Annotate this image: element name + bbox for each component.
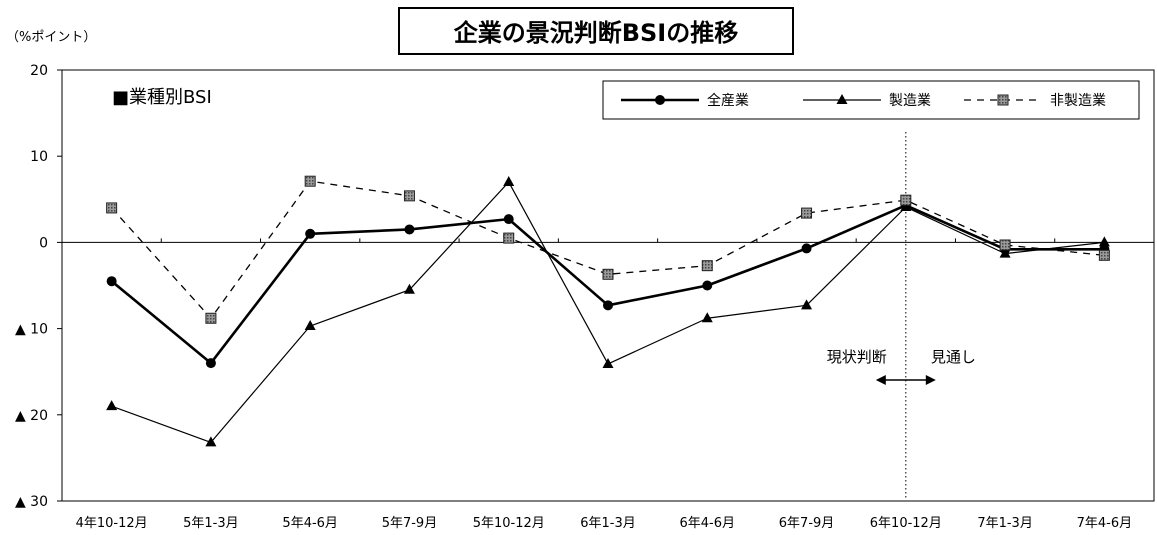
data-point-triangle-marker [106, 400, 118, 411]
data-point-square-marker [801, 207, 813, 219]
divider-arrow-right-head [925, 375, 936, 385]
data-point-circle-marker [106, 276, 117, 287]
series-line-all-industries [110, 204, 1105, 365]
data-point-triangle-marker [801, 299, 813, 310]
data-point-square-marker [900, 194, 912, 206]
data-point-square-marker [999, 239, 1011, 251]
y-tick-label: 10 [30, 149, 48, 165]
legend-triangle-marker [836, 94, 848, 104]
data-point-circle-marker [205, 358, 216, 369]
series-line-non-manufacturing [111, 180, 1105, 319]
legend-label: 製造業 [889, 93, 931, 109]
data-point-triangle-marker [304, 320, 316, 331]
data-point-square-marker [304, 175, 316, 187]
data-point-triangle-marker [403, 283, 415, 294]
legend-label: 全産業 [707, 92, 749, 109]
legend-item-all-industries: 全産業 [621, 92, 749, 109]
x-category-label: 6年10-12月 [870, 516, 942, 531]
annotation-outlook: 見通し [931, 348, 976, 366]
y-tick-label: ▲ 10 [15, 322, 48, 338]
y-tick-label: ▲ 20 [15, 408, 48, 424]
legend-square-marker [997, 94, 1009, 106]
x-category-label: 5年10-12月 [473, 516, 545, 531]
chart-subtitle: ■業種別BSI [112, 87, 212, 108]
data-point-square-marker [1098, 249, 1110, 261]
data-point-triangle-marker [602, 357, 614, 368]
data-point-circle-marker [305, 228, 316, 239]
x-category-label: 4年10-12月 [76, 516, 148, 531]
zero-line-group [62, 238, 1154, 243]
series-group [106, 175, 1110, 447]
data-point-circle-marker [801, 243, 812, 254]
legend-item-manufacturing: 製造業 [803, 93, 931, 109]
data-point-square-marker [602, 268, 614, 280]
plot-area-frame [61, 69, 1155, 502]
legend-item-non-manufacturing: 非製造業 [964, 93, 1106, 109]
y-axis-unit-label: （%ポイント） [6, 30, 96, 45]
forecast-divider-group: 現状判断 見通し [827, 132, 976, 499]
x-category-label: 5年1-3月 [183, 516, 239, 531]
x-category-label: 6年4-6月 [680, 516, 736, 531]
data-point-triangle-marker [1098, 236, 1110, 247]
x-axis: 4年10-12月 5年1-3月 5年4-6月 5年7-9月 5年10-12月 6年1-3月… [76, 516, 1133, 531]
series-non-manufacturing [106, 175, 1110, 324]
series-line-manufacturing [111, 181, 1105, 443]
divider-arrow-left-head [875, 375, 886, 385]
y-tick-label: 20 [30, 63, 48, 79]
data-point-triangle-marker [999, 247, 1011, 258]
data-point-triangle-marker [701, 312, 713, 323]
data-point-square-marker [701, 260, 713, 272]
chart-title-box: 企業の景況判断BSIの推移 [398, 7, 794, 55]
annotation-current: 現状判断 [827, 348, 887, 366]
legend-circle-marker [655, 95, 665, 105]
y-tick-label: ▲ 30 [15, 494, 48, 510]
y-tick-label: 0 [39, 235, 48, 251]
x-category-label: 6年1-3月 [580, 516, 636, 531]
data-point-square-marker [205, 312, 217, 324]
x-category-label: 7年4-6月 [1077, 516, 1133, 531]
x-category-label: 7年1-3月 [977, 516, 1033, 531]
legend-label: 非製造業 [1050, 93, 1106, 109]
legend: 全産業 製造業 非製造業 [602, 80, 1140, 120]
x-category-label: 5年4-6月 [282, 516, 338, 531]
x-category-label: 5年7-9月 [382, 516, 438, 531]
x-category-label: 6年7-9月 [779, 516, 835, 531]
data-point-circle-marker [503, 214, 514, 225]
data-point-triangle-marker [205, 436, 217, 447]
series-all-industries [106, 200, 1110, 369]
data-point-circle-marker [404, 224, 415, 235]
data-point-circle-marker [603, 300, 613, 311]
data-point-square-marker [403, 190, 415, 202]
data-point-square-marker [503, 232, 515, 244]
data-point-triangle-marker [900, 201, 912, 212]
chart-title: 企業の景況判断BSIの推移 [454, 19, 739, 47]
data-point-square-marker [106, 202, 118, 214]
series-manufacturing [106, 176, 1110, 447]
data-point-triangle-marker [503, 176, 515, 187]
y-axis: 20 10 0 ▲ 10 ▲ 20 ▲ 30 [15, 63, 62, 510]
data-point-circle-marker [702, 280, 713, 291]
